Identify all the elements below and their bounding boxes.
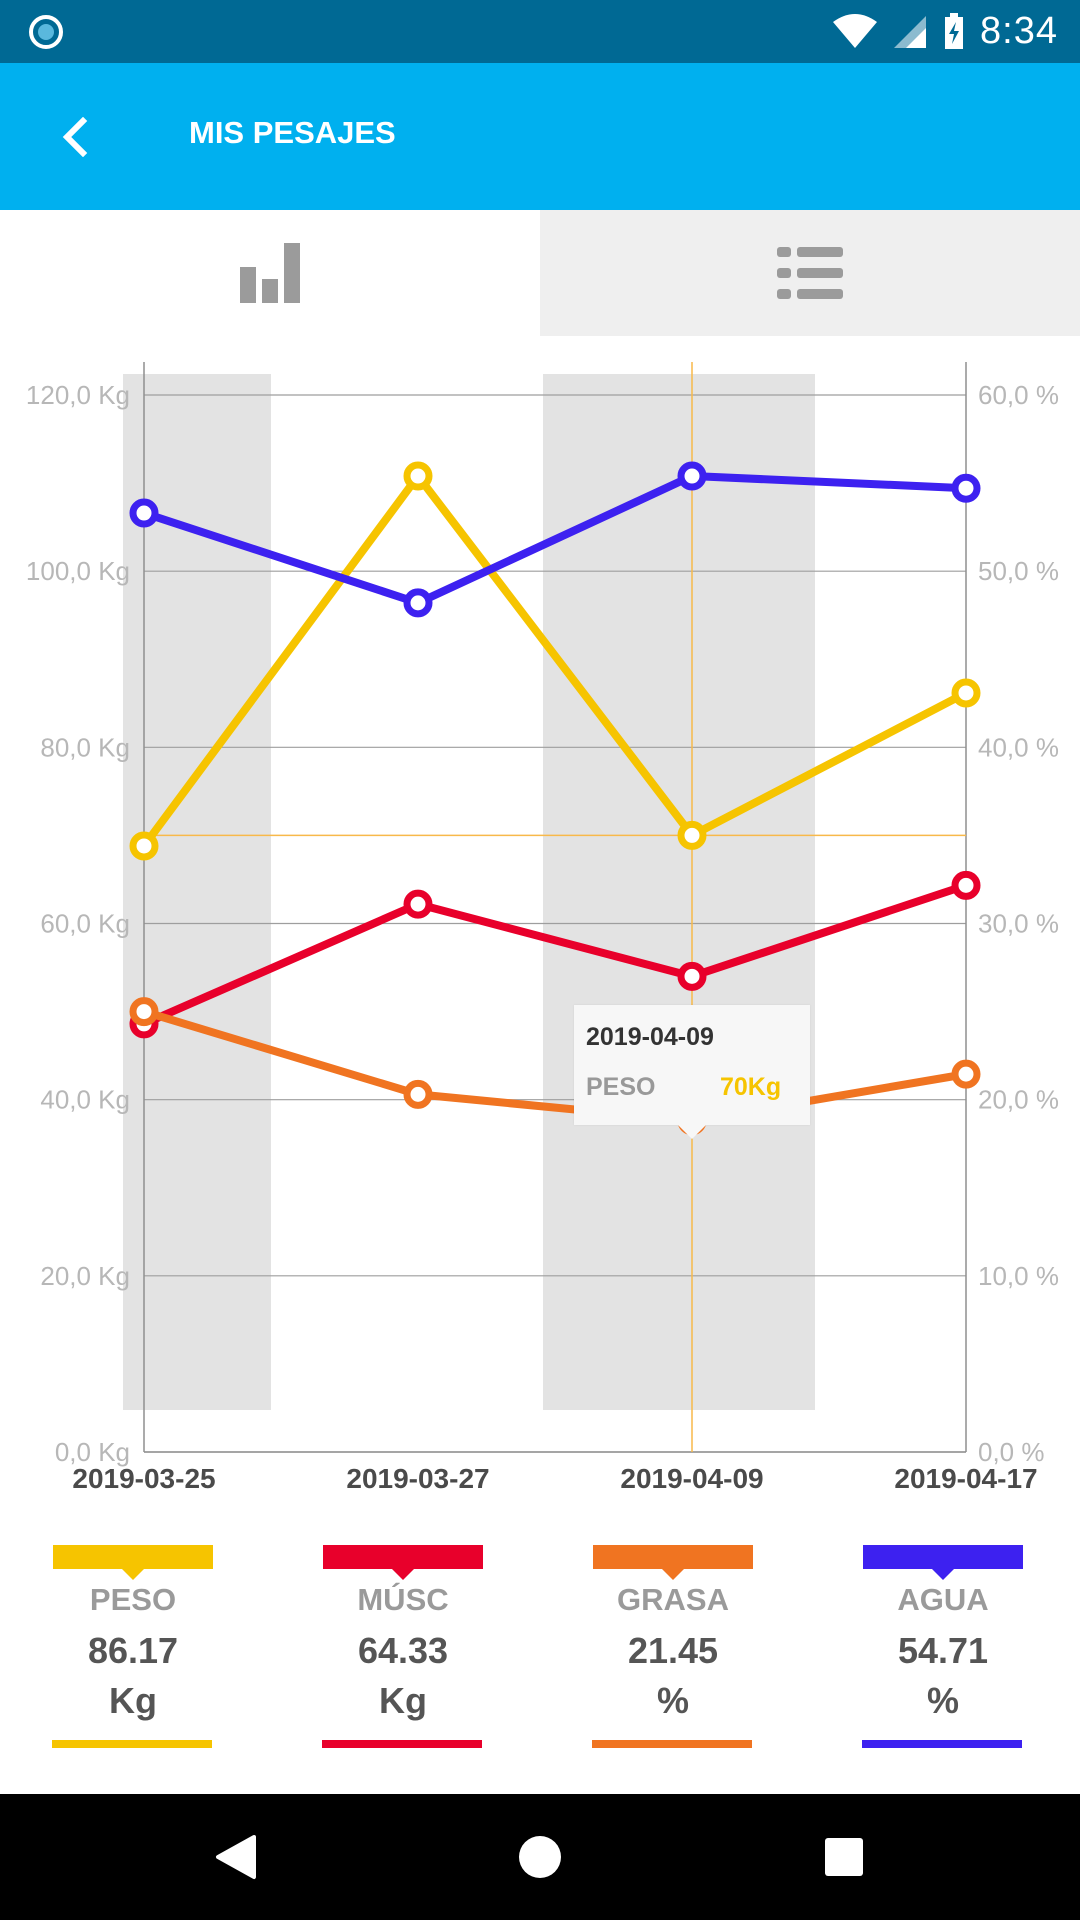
y-left-tick-label: 0,0 Kg — [55, 1437, 130, 1467]
legend-color-bar — [593, 1545, 753, 1569]
legend-underline — [592, 1740, 752, 1748]
x-tick-label: 2019-04-17 — [894, 1463, 1037, 1494]
chart-tooltip: 2019-04-09 PESO 70Kg — [574, 1005, 810, 1139]
legend-color-bar — [323, 1545, 483, 1569]
legend-name: AGUA — [897, 1582, 989, 1617]
legend-unit: Kg — [109, 1680, 157, 1721]
legend-notch — [662, 1569, 684, 1580]
record-icon — [29, 15, 63, 49]
shaded-band — [543, 374, 815, 1410]
data-point-peso — [129, 831, 159, 861]
y-right-tick-label: 30,0 % — [978, 909, 1059, 939]
tab-chart[interactable] — [0, 210, 540, 336]
legend-item-peso[interactable]: PESO 86.17 Kg — [48, 1540, 218, 1760]
y-right-tick-label: 10,0 % — [978, 1261, 1059, 1291]
legend-unit: % — [656, 1680, 689, 1721]
status-bar: 8:34 — [0, 0, 1080, 63]
chart-legend: PESO 86.17 Kg MÚSC 64.33 Kg GRASA 21.45 … — [0, 1540, 1080, 1760]
nav-back-button[interactable] — [206, 1827, 266, 1887]
data-point-peso — [403, 461, 433, 491]
legend-name: MÚSC — [357, 1582, 449, 1617]
y-left-tick-label: 40,0 Kg — [40, 1085, 130, 1115]
data-point-grasa — [129, 997, 159, 1027]
view-tabs — [0, 210, 1080, 336]
app-bar: MIS PESAJES — [0, 63, 1080, 210]
legend-unit: Kg — [379, 1680, 427, 1721]
legend-underline — [52, 1740, 212, 1748]
battery-charging-icon — [945, 12, 964, 49]
home-circle-icon — [519, 1836, 561, 1878]
x-tick-label: 2019-03-27 — [346, 1463, 489, 1494]
series-line-agua — [140, 472, 970, 607]
legend-notch — [122, 1569, 144, 1580]
signal-icon — [894, 15, 927, 48]
legend-underline — [862, 1740, 1022, 1748]
data-point-músc — [677, 961, 707, 991]
legend-name: GRASA — [617, 1582, 729, 1617]
y-right-tick-label: 60,0 % — [978, 380, 1059, 410]
data-point-peso — [951, 678, 981, 708]
legend-underline — [322, 1740, 482, 1748]
tooltip-arrow — [678, 1125, 706, 1139]
legend-value: 54.71 — [897, 1630, 989, 1671]
back-triangle-icon — [216, 1835, 256, 1879]
x-tick-label: 2019-03-25 — [72, 1463, 215, 1494]
legend-item-musc[interactable]: MÚSC 64.33 Kg — [318, 1540, 488, 1760]
legend-name: PESO — [89, 1582, 177, 1617]
data-point-grasa — [951, 1059, 981, 1089]
data-point-agua — [403, 588, 433, 618]
series-line-grasa — [140, 1007, 970, 1125]
legend-item-grasa[interactable]: GRASA 21.45 % — [588, 1540, 758, 1760]
legend-color-bar — [53, 1545, 213, 1569]
data-point-peso — [677, 820, 707, 850]
data-point-agua — [129, 498, 159, 528]
data-point-agua — [677, 461, 707, 491]
data-point-músc — [403, 889, 433, 919]
x-tick-label: 2019-04-09 — [620, 1463, 763, 1494]
series-line-peso — [140, 472, 970, 850]
bar-chart-icon — [240, 243, 300, 303]
page-title: MIS PESAJES — [189, 115, 396, 150]
data-point-agua — [951, 473, 981, 503]
tooltip-date: 2019-04-09 — [586, 1023, 714, 1051]
data-point-grasa — [403, 1079, 433, 1109]
nav-recents-button[interactable] — [814, 1827, 874, 1887]
wifi-icon — [833, 13, 878, 48]
recents-square-icon — [825, 1838, 863, 1876]
back-button[interactable] — [40, 103, 108, 171]
legend-notch — [392, 1569, 414, 1580]
y-left-tick-label: 80,0 Kg — [40, 732, 130, 762]
y-left-tick-label: 100,0 Kg — [26, 556, 130, 586]
chart-canvas: 0,0 Kg 0,0 % 20,0 Kg 10,0 % 40,0 Kg 20,0 % 60,… — [26, 362, 1059, 1494]
legend-notch — [932, 1569, 954, 1580]
nav-home-button[interactable] — [510, 1827, 570, 1887]
tooltip-label: PESO — [586, 1073, 656, 1101]
y-right-tick-label: 0,0 % — [978, 1437, 1045, 1467]
legend-value: 64.33 — [357, 1630, 449, 1671]
system-nav-bar — [0, 1794, 1080, 1920]
y-right-tick-label: 40,0 % — [978, 732, 1059, 762]
y-left-tick-label: 60,0 Kg — [40, 909, 130, 939]
legend-unit: % — [926, 1680, 959, 1721]
tooltip-value: 70Kg — [720, 1073, 782, 1101]
chevron-left-icon — [62, 117, 88, 157]
legend-item-agua[interactable]: AGUA 54.71 % — [858, 1540, 1028, 1760]
list-icon — [777, 247, 843, 299]
legend-value: 21.45 — [627, 1630, 719, 1671]
data-point-músc — [951, 870, 981, 900]
legend-color-bar — [863, 1545, 1023, 1569]
y-left-tick-label: 20,0 Kg — [40, 1261, 130, 1291]
y-left-tick-label: 120,0 Kg — [26, 380, 130, 410]
y-right-tick-label: 20,0 % — [978, 1085, 1059, 1115]
status-time: 8:34 — [980, 10, 1058, 52]
y-right-tick-label: 50,0 % — [978, 556, 1059, 586]
tab-list[interactable] — [540, 210, 1080, 336]
series-line-músc — [140, 881, 970, 1028]
weight-chart[interactable]: 0,0 Kg 0,0 % 20,0 Kg 10,0 % 40,0 Kg 20,0 % 60,… — [0, 336, 1080, 1516]
legend-value: 86.17 — [87, 1630, 179, 1671]
